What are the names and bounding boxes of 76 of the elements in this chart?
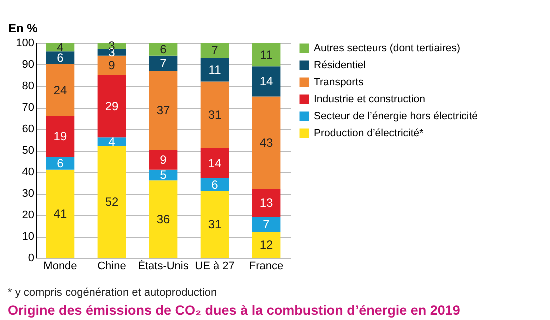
bar (200, 148, 230, 178)
bar (149, 150, 178, 170)
y-tick-label: 10 (22, 231, 34, 243)
y-tick-label: 100 (16, 38, 34, 50)
bar (252, 189, 281, 218)
data-label: 43 (260, 136, 274, 150)
text: Origine des émissions de CO₂ dues à la combustion d’énergie en 2019 (8, 303, 462, 318)
data-label: 14 (208, 156, 222, 170)
data-label: 7 (263, 218, 270, 232)
data-label: 6 (57, 156, 64, 170)
data-label: 29 (105, 99, 119, 114)
data-label: 7 (212, 44, 219, 58)
bar (46, 116, 75, 157)
bar (46, 170, 75, 258)
y-tick-label: 80 (22, 80, 34, 92)
bar (98, 146, 126, 258)
legend-label: Secteur de l’énergie hors électricité (314, 110, 478, 122)
data-label: 31 (208, 218, 222, 232)
data-label: 5 (160, 168, 168, 182)
data-label: 13 (260, 196, 274, 210)
y-axis-title: En % (8, 22, 38, 36)
y-tick-label: 20 (22, 210, 34, 222)
legend-label: Production d’électricité* (314, 128, 424, 140)
y-tick-label: 0 (28, 252, 34, 264)
data-label: 37 (156, 104, 170, 118)
data-label: 4 (108, 134, 116, 149)
bar (149, 180, 178, 258)
x-tick-label: États-Unis (138, 260, 190, 272)
x-tick-label: UE à 27 (195, 260, 235, 272)
data-label: 6 (212, 178, 219, 192)
bar (200, 58, 230, 82)
text: * y compris cogénération et autoproduction (8, 287, 218, 299)
bar (200, 178, 230, 192)
legend-label: Transports (314, 76, 364, 88)
data-label: 12 (260, 238, 274, 252)
y-tick-label: 30 (22, 188, 34, 200)
bar (98, 56, 126, 76)
data-label: 9 (108, 58, 116, 73)
legend-label: Autres secteurs (dont tertiaires) (314, 42, 460, 54)
y-tick-label: 40 (22, 166, 34, 178)
bar (252, 43, 281, 67)
x-tick-label: Monde (44, 260, 78, 272)
data-label: 11 (260, 48, 274, 62)
x-tick-label: Chine (98, 260, 126, 272)
data-label: 31 (208, 108, 222, 122)
bar (149, 43, 178, 56)
bar (252, 232, 281, 258)
bar (200, 82, 230, 148)
y-tick-label: 90 (22, 59, 34, 71)
data-label: 7 (160, 56, 168, 70)
bar (98, 75, 126, 138)
y-tick-label: 60 (22, 124, 34, 136)
data-label: 36 (156, 212, 170, 226)
y-tick-label: 50 (22, 145, 34, 157)
bar (252, 217, 281, 232)
data-label: 41 (54, 206, 68, 221)
bar (252, 66, 281, 97)
bar (46, 156, 75, 170)
y-tick-label: 70 (22, 102, 34, 114)
x-tick-label: France (249, 260, 284, 272)
bar (200, 191, 230, 258)
bar (149, 70, 178, 150)
data-label: 52 (105, 195, 119, 210)
legend-label: Résidentiel (314, 60, 366, 72)
data-label: 9 (160, 153, 168, 168)
data-label: 14 (260, 74, 274, 89)
data-label: 19 (54, 130, 68, 144)
data-label: 6 (160, 42, 168, 56)
legend-label: Industrie et construction (314, 94, 426, 106)
data-label: 24 (54, 83, 68, 98)
bar (252, 96, 281, 190)
bar (149, 56, 178, 71)
bar (46, 64, 75, 116)
bar (200, 43, 230, 58)
bar (46, 52, 75, 64)
data-label: 11 (208, 62, 222, 77)
